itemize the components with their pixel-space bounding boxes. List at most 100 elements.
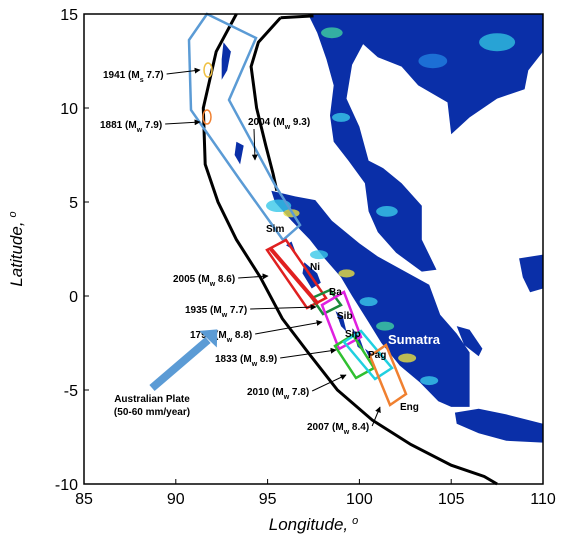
rupture-zone	[368, 343, 408, 407]
rupture-zone	[265, 238, 328, 310]
x-axis-label-text: Longitude,	[269, 515, 348, 534]
highland	[418, 53, 448, 69]
rupture-zone	[342, 329, 394, 381]
overlays: 1941 (Ms 7.7)1881 (Mw 7.9) 2004 (Mw 9.3)2…	[100, 12, 498, 486]
highland	[376, 206, 398, 217]
x-tick-label: 95	[259, 491, 277, 508]
event-label-part: 2004 (M	[248, 117, 285, 128]
plot-frame	[83, 13, 544, 485]
x-axis-label-sup: o	[352, 515, 358, 527]
highland	[310, 250, 329, 260]
event-label-part: 8.4)	[349, 422, 369, 433]
event-arrow	[371, 406, 381, 427]
event-label-part: w	[226, 337, 233, 344]
event-arrow	[238, 273, 269, 280]
plate-boundary	[280, 14, 314, 20]
event-label: 2010 (Mw 7.8)	[247, 387, 309, 401]
event-label-part: 2007 (M	[307, 422, 344, 433]
event-label: 1941 (Ms 7.7)	[103, 70, 164, 84]
plate-motion-arrowhead	[199, 329, 218, 348]
rupture-1941	[203, 62, 213, 78]
y-axis-label: Latitude, o	[7, 211, 26, 286]
event-label-part: 8.9)	[257, 354, 277, 365]
event-label: 2005 (Mw 8.6)	[173, 274, 235, 288]
y-tick-label: -10	[55, 477, 78, 494]
event-arrow	[280, 347, 337, 359]
island-label: Sib	[337, 311, 353, 322]
y-tick-label: -5	[64, 383, 78, 400]
highland	[479, 33, 516, 52]
event-arrow	[165, 119, 201, 126]
landmass	[234, 141, 244, 165]
event-label: 2004 (Mw 9.3)	[248, 117, 310, 131]
landmass	[308, 14, 543, 272]
y-tick-label: 10	[60, 101, 78, 118]
x-axis-label: Longitude, o	[269, 515, 359, 534]
event-arrow	[311, 374, 347, 392]
landmass	[519, 254, 543, 293]
highland	[321, 27, 343, 39]
event-label-part: 8.8)	[232, 330, 252, 341]
event-label-part: w	[343, 429, 350, 436]
event-label-part: w	[136, 127, 143, 134]
landmass	[456, 326, 483, 357]
x-tick-label: 85	[75, 491, 93, 508]
highland	[398, 353, 417, 363]
event-label: 1935 (Mw 7.7)	[185, 305, 247, 319]
event-label-part: 7.7)	[227, 305, 247, 316]
event-arrow	[250, 304, 317, 311]
region-label: Sumatra	[388, 332, 441, 347]
event-label-part: 2005 (M	[173, 274, 210, 285]
highland	[420, 376, 439, 386]
highland	[359, 297, 378, 307]
y-tick-label: 5	[69, 195, 78, 212]
event-label-part: w	[221, 312, 228, 319]
rupture-1881	[202, 109, 212, 125]
event-label-part: w	[284, 124, 291, 131]
event-label-part: 8.6)	[215, 274, 235, 285]
event-label-part: 7.7)	[144, 70, 164, 81]
event-arrow	[251, 128, 258, 161]
event-arrow	[166, 67, 201, 75]
island-label: Sim	[266, 224, 284, 235]
event-label-part: w	[209, 281, 216, 288]
highland	[338, 269, 355, 278]
y-tick-label: 15	[60, 7, 78, 24]
event-label: 2007 (Mw 8.4)	[307, 422, 369, 436]
x-tick-label: 105	[438, 491, 465, 508]
y-axis-label-text: Latitude,	[7, 221, 26, 286]
island-label: Ni	[310, 262, 320, 273]
event-label-part: 1833 (M	[215, 354, 252, 365]
plate-label: (50-60 mm/year)	[114, 407, 190, 418]
island-label: Pag	[368, 350, 386, 361]
plate-label: Australian Plate	[114, 394, 190, 405]
island-label: Sip	[345, 329, 361, 340]
landmass	[221, 42, 231, 80]
x-tick-label: 100	[346, 491, 373, 508]
x-tick-label: 110	[530, 491, 556, 508]
event-label-part: 1881 (M	[100, 120, 137, 131]
event-label-part: 1941 (M	[103, 70, 140, 81]
landmass	[454, 408, 543, 443]
landmass	[335, 311, 347, 332]
island-label: Eng	[400, 402, 419, 413]
event-label-part: 7.8)	[289, 387, 309, 398]
rupture-2005-line	[268, 246, 320, 306]
y-axis-label-sup: o	[7, 211, 19, 217]
event-label: 1833 (Mw 8.9)	[215, 354, 277, 368]
event-arrow	[255, 320, 323, 335]
x-tick-label: 90	[167, 491, 185, 508]
plate-motion-arrow	[149, 336, 211, 392]
event-label: 1797 (Mw 8.8)	[190, 330, 252, 344]
event-label-part: w	[283, 394, 290, 401]
highland	[332, 112, 351, 122]
event-label-part: s	[140, 77, 144, 84]
island-label: Ba	[329, 287, 342, 298]
event-label-part: 9.3)	[290, 117, 310, 128]
highland	[376, 321, 395, 331]
event-label-part: 2010 (M	[247, 387, 284, 398]
rupture-zone	[320, 290, 363, 351]
